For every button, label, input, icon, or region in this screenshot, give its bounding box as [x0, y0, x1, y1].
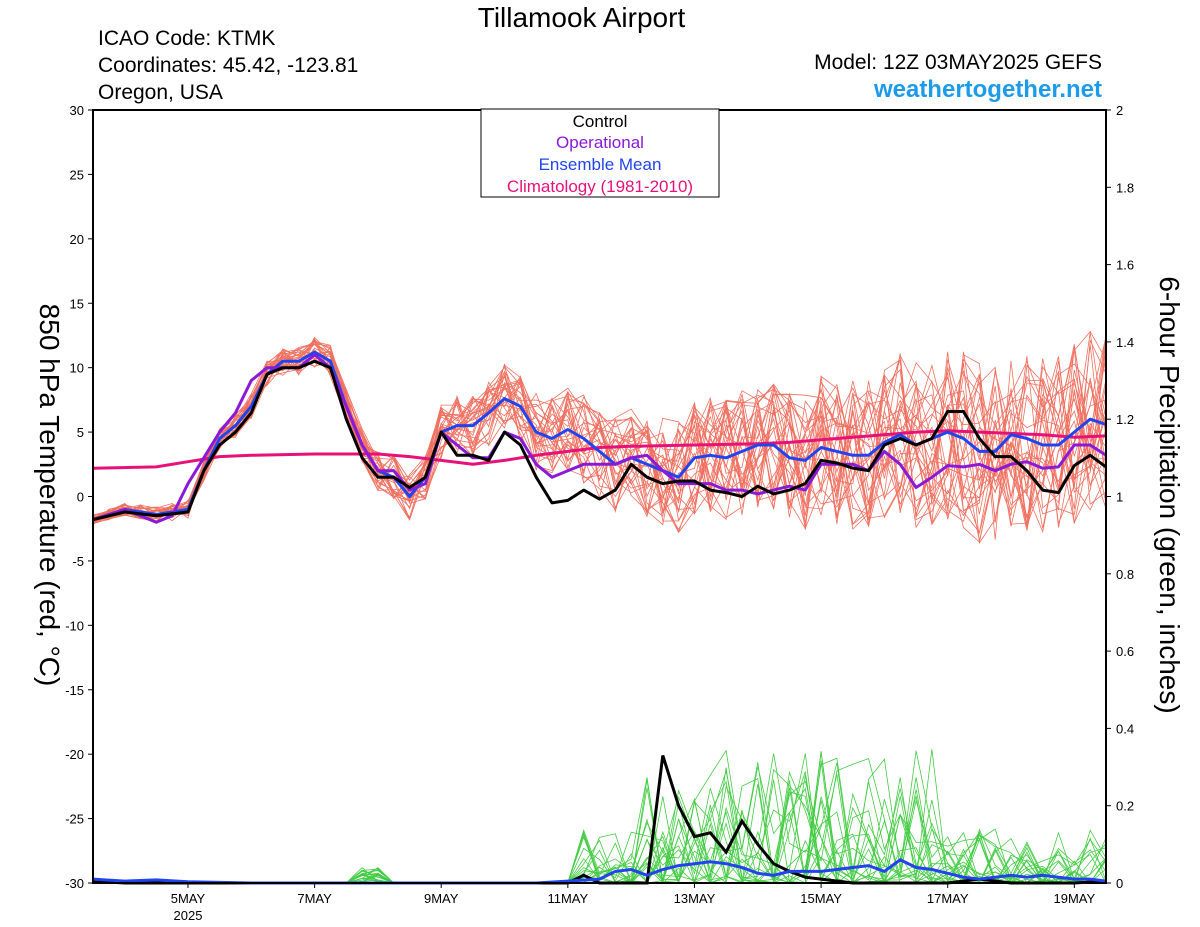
x-axis: 5MAY 7MAY 9MAY 11MAY 13MAY 15MAY 17MAY 19MAY 202…	[171, 883, 1096, 923]
ensemble-member-lines	[92, 330, 1107, 545]
operational-line	[92, 353, 1107, 524]
chart-title: Tillamook Airport	[477, 2, 686, 33]
ensemble-member-line	[92, 343, 1107, 530]
y-tick-label: -20	[65, 747, 84, 762]
precip-member-lines	[93, 749, 1107, 885]
ensemble-member-line	[92, 349, 1107, 523]
y2-tick-label: 0.6	[1116, 644, 1134, 659]
y-tick-label: 5	[77, 425, 84, 440]
y2-tick-label: 1.6	[1116, 258, 1134, 273]
y-tick-label: -15	[65, 683, 84, 698]
coordinates: Coordinates: 45.42, -123.81	[98, 54, 359, 77]
legend-box	[480, 108, 720, 198]
x-tick-label: 7MAY	[297, 891, 332, 906]
y2-tick-label: 0.4	[1116, 721, 1134, 736]
x-tick-label: 13MAY	[674, 891, 716, 906]
y2-axis-label: 6-hour Precipitation (green, inches)	[1154, 276, 1185, 713]
precip-member-line	[93, 749, 1107, 884]
model-run: Model: 12Z 03MAY2025 GEFS	[814, 51, 1102, 74]
x-year-label: 2025	[174, 908, 203, 923]
icao-code: ICAO Code: KTMK	[98, 27, 276, 50]
y-tick-label: -10	[65, 618, 84, 633]
y2-tick-label: 0.8	[1116, 567, 1134, 582]
x-tick-label: 5MAY	[171, 891, 206, 906]
y2-tick-label: 2	[1116, 103, 1123, 118]
y-tick-label: 25	[70, 167, 84, 182]
y-tick-label: -30	[65, 876, 84, 891]
y2-tick-label: 1.8	[1116, 180, 1134, 195]
legend: Control Operational Ensemble Mean Climat…	[480, 108, 720, 198]
ensemble-member-line	[92, 349, 1107, 530]
y2-tick-label: 0	[1116, 876, 1123, 891]
legend-control: Control	[573, 112, 628, 131]
precip-member-line	[93, 750, 1107, 884]
y-tick-label: 30	[70, 103, 84, 118]
x-tick-label: 17MAY	[927, 891, 969, 906]
y-axis-label: 850 hPa Temperature (red, °C)	[34, 304, 65, 687]
ensemble-member-line	[92, 330, 1107, 535]
region: Oregon, USA	[98, 81, 223, 104]
y-tick-label: 0	[77, 490, 84, 505]
y-axis-right: 2 1.8 1.6 1.4 1.2 1 0.8 0.6 0.4 0.2 0	[1106, 103, 1134, 891]
legend-climatology: Climatology (1981-2010)	[507, 177, 693, 196]
legend-operational: Operational	[556, 133, 644, 152]
y-tick-label: 15	[70, 296, 84, 311]
y-axis-left: 30 25 20 15 10 5 0 -5 -10 -15 -20 -25 -30	[65, 103, 93, 891]
x-tick-label: 15MAY	[800, 891, 842, 906]
ensemble-mean-line	[92, 350, 1107, 522]
x-tick-label: 11MAY	[547, 891, 588, 906]
x-tick-label: 19MAY	[1054, 891, 1096, 906]
control-line	[92, 359, 1107, 522]
y-tick-label: -25	[65, 812, 84, 827]
y-tick-label: -5	[72, 554, 84, 569]
y2-tick-label: 0.2	[1116, 799, 1134, 814]
legend-ensemble-mean: Ensemble Mean	[539, 155, 662, 174]
y-tick-label: 10	[70, 361, 84, 376]
site-link[interactable]: weathertogether.net	[873, 76, 1102, 103]
precip-member-line	[93, 749, 1107, 884]
climatology-line	[92, 429, 1107, 470]
y-tick-label: 20	[70, 232, 84, 247]
y2-tick-label: 1	[1116, 490, 1123, 505]
x-tick-label: 9MAY	[424, 891, 459, 906]
y2-tick-label: 1.2	[1116, 412, 1134, 427]
y2-tick-label: 1.4	[1116, 335, 1134, 350]
